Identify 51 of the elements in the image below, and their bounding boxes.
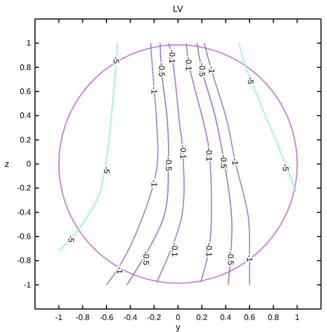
y-axis-title: z [4,159,10,169]
y-tick-label: -0.8 [17,256,32,266]
x-axis-title: y [176,322,181,332]
y-tick-label: -0.2 [17,184,32,193]
annotation: -0.5 [156,62,166,78]
x-tick-label: 1 [294,313,300,322]
line-series [106,42,158,286]
annotation: -1 [115,266,124,274]
annotation: -5 [280,164,290,172]
chart-title: LV [172,4,184,14]
x-tick-label: 0.6 [244,313,256,322]
annotation: -0.1 [184,56,194,72]
y-tick-label: -1 [24,280,32,290]
y-tick-label: 0.2 [20,135,32,144]
annotation: -5 [102,166,111,174]
annotation: -5 [66,235,76,244]
y-tick-label: 0.6 [20,87,32,96]
x-tick-label: -0.4 [123,313,138,322]
annotation: -0.1 [204,242,214,258]
annotation: -0.5 [164,157,173,172]
annotation: -0.5 [218,154,228,170]
annotation: -1 [150,86,159,94]
annotation: -0.1 [168,50,177,64]
y-tick-label: -0.4 [17,208,32,217]
y-tick-label: -0.6 [17,232,32,241]
annotation: -0.5 [197,62,206,78]
line-series [58,42,118,252]
annotation: -0.5 [141,251,150,266]
x-tick-label: -0.8 [76,313,90,322]
y-tick-label: 0.4 [20,111,32,120]
annotation: -5 [112,56,121,64]
x-tick-label: 0.2 [196,313,208,322]
annotation: -0.5 [226,251,235,266]
x-tick-label: 0.4 [220,313,232,322]
annotation: -1 [230,158,240,166]
x-tick-label: 0 [176,313,181,322]
x-tick-label: -0.2 [147,313,162,322]
annotation: -1 [206,66,216,74]
annotation: -0.1 [204,147,214,162]
annotation: -1 [245,254,254,262]
line-series [238,42,296,192]
x-tick-label: -0.6 [100,313,114,322]
x-tick-label: 0.8 [268,313,280,322]
annotation: -5 [246,77,256,85]
x-tick-label: -1 [55,313,63,322]
annotation: -0.1 [170,242,179,258]
annotation: -1 [150,180,159,188]
annotation: -0.1 [178,145,188,160]
y-tick-label: 0 [26,160,32,168]
y-tick-label: 0.8 [20,62,32,72]
y-tick-label: 1 [26,38,32,48]
